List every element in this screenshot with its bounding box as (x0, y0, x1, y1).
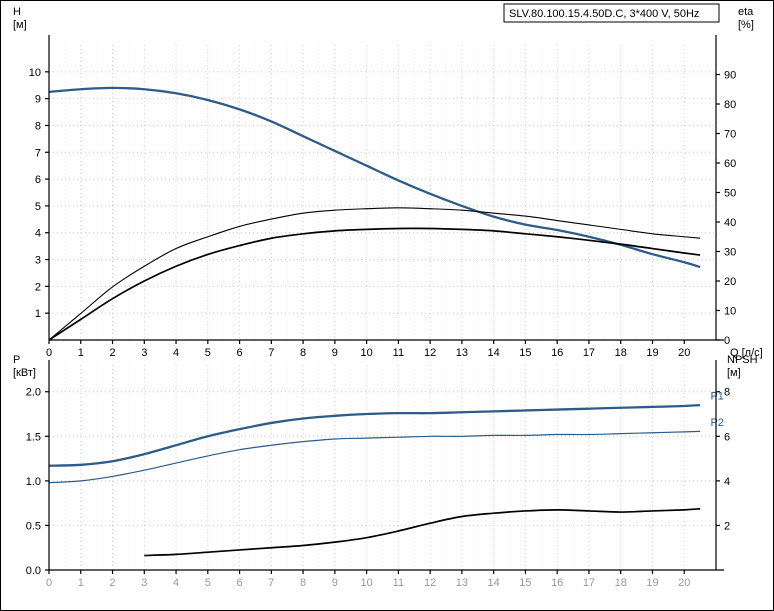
bottom-right-y-title2: [м] (727, 367, 741, 379)
xtick-bottom: 18 (615, 577, 627, 589)
ytick-right: 60 (724, 158, 736, 170)
npsh-curve (144, 509, 700, 556)
ytick-right: 0 (724, 335, 730, 347)
ytick-left: 5 (35, 201, 41, 213)
ytick-left: 4 (35, 228, 41, 240)
xtick: 0 (46, 347, 52, 359)
xtick-bottom: 14 (488, 577, 500, 589)
ytick-left: 0.0 (26, 565, 41, 577)
ytick-right: 8 (724, 387, 730, 399)
xtick: 15 (519, 347, 531, 359)
eta1-curve (49, 208, 700, 340)
xtick-bottom: 2 (109, 577, 115, 589)
xtick-bottom: 7 (268, 577, 274, 589)
top-right-y-title2: [%] (738, 19, 754, 31)
ytick-right: 90 (724, 70, 736, 82)
xtick: 6 (237, 347, 243, 359)
xtick-bottom: 4 (173, 577, 179, 589)
ytick-left: 2.0 (26, 387, 41, 399)
xtick-bottom: 8 (300, 577, 306, 589)
xtick: 20 (678, 347, 690, 359)
xtick: 10 (360, 347, 372, 359)
ytick-left: 3 (35, 255, 41, 267)
xtick-bottom: 20 (678, 577, 690, 589)
top-right-y-title1: eta (738, 6, 754, 18)
xtick-bottom: 3 (141, 577, 147, 589)
ytick-left: 10 (29, 67, 41, 79)
xtick-bottom: 10 (360, 577, 372, 589)
ytick-right: 70 (724, 129, 736, 141)
top-left-y-title1: H (13, 6, 21, 18)
p1-curve (49, 405, 700, 466)
ytick-right: 4 (724, 476, 730, 488)
ytick-right: 30 (724, 247, 736, 259)
xtick: 18 (615, 347, 627, 359)
xtick: 4 (173, 347, 179, 359)
xtick: 8 (300, 347, 306, 359)
xtick: 1 (78, 347, 84, 359)
head-curve (49, 88, 700, 267)
ytick-left: 8 (35, 120, 41, 132)
xtick-bottom: 15 (519, 577, 531, 589)
xtick-bottom: 5 (205, 577, 211, 589)
xtick: 17 (583, 347, 595, 359)
xtick: 13 (456, 347, 468, 359)
xtick: 12 (424, 347, 436, 359)
chart-title: SLV.80.100.15.4.50D.C, 3*400 V, 50Hz (509, 8, 699, 20)
ytick-left: 7 (35, 147, 41, 159)
frame-border (1, 1, 774, 611)
xtick: 5 (205, 347, 211, 359)
eta2-curve (49, 228, 700, 340)
ytick-left: 1.5 (26, 431, 41, 443)
xtick-bottom: 6 (237, 577, 243, 589)
xtick: 2 (109, 347, 115, 359)
xtick: 11 (393, 347, 404, 359)
ytick-right: 50 (724, 188, 736, 200)
ytick-right: 40 (724, 217, 736, 229)
xtick-bottom: 13 (456, 577, 468, 589)
xtick-bottom: 1 (78, 577, 84, 589)
xtick-bottom: 16 (551, 577, 563, 589)
ytick-left: 6 (35, 174, 41, 186)
bottom-left-y-title1: P (13, 354, 20, 366)
ytick-left: 2 (35, 281, 41, 293)
bottom-left-y-title2: [кВт] (13, 367, 36, 379)
xtick-bottom: 9 (332, 577, 338, 589)
xtick: 7 (268, 347, 274, 359)
xtick-bottom: 19 (646, 577, 658, 589)
ytick-right: 6 (724, 431, 730, 443)
ytick-right: 20 (724, 276, 736, 288)
ytick-left: 9 (35, 94, 41, 106)
bottom-right-y-title1: NPSH (727, 354, 758, 366)
xtick: 19 (646, 347, 658, 359)
ytick-left: 0.5 (26, 520, 41, 532)
ytick-right: 2 (724, 520, 730, 532)
p2-curve-label: P2 (710, 417, 723, 429)
p2-curve (49, 431, 700, 482)
ytick-left: 1 (35, 308, 41, 320)
xtick-bottom: 0 (46, 577, 52, 589)
pump-performance-chart: 1234567891001020304050607080900123456789… (0, 0, 774, 611)
xtick-bottom: 11 (393, 577, 404, 589)
xtick: 14 (488, 347, 500, 359)
ytick-right: 10 (724, 306, 736, 318)
xtick: 9 (332, 347, 338, 359)
ytick-right: 80 (724, 99, 736, 111)
xtick: 3 (141, 347, 147, 359)
xtick-bottom: 17 (583, 577, 595, 589)
top-left-y-title2: [м] (13, 19, 27, 31)
xtick: 16 (551, 347, 563, 359)
ytick-left: 1.0 (26, 476, 41, 488)
xtick-bottom: 12 (424, 577, 436, 589)
